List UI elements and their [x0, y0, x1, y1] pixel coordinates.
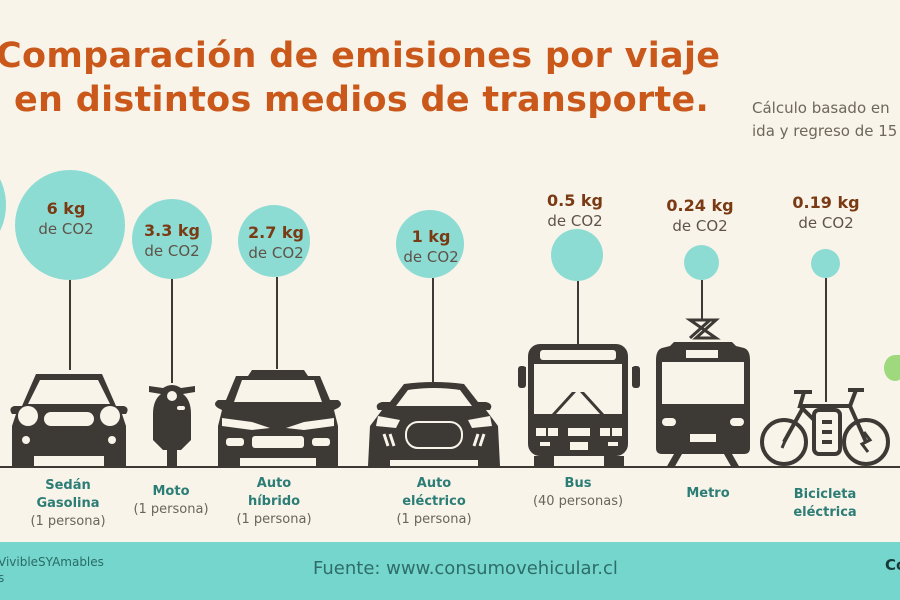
bubble-metro: [684, 245, 719, 280]
stem-hibrido: [276, 277, 278, 369]
label-sub: (40 personas): [532, 494, 624, 509]
stem-electrico: [432, 278, 434, 382]
value-kg: 3.3 kg: [143, 221, 200, 240]
label-name: Gasolina: [36, 496, 100, 511]
stem-bus: [577, 281, 579, 345]
label-bus: Bus (40 personas): [508, 475, 648, 511]
stem-moto: [171, 279, 173, 383]
label-sub: (1 persona): [396, 512, 472, 527]
bus-icon: [518, 344, 640, 468]
value-kg: 0.19 kg: [792, 193, 860, 212]
label-sub: (1 persona): [133, 502, 209, 517]
value-unit: de CO2: [798, 214, 854, 232]
sedan-car-icon: [10, 374, 128, 466]
title-line-1: Comparación de emisiones por viaje: [0, 36, 721, 76]
stem-metro: [701, 280, 703, 320]
label-name: eléctrica: [793, 505, 857, 520]
leaf-decoration: [884, 355, 900, 381]
value-moto: 3.3 kg de CO2: [112, 220, 232, 262]
value-kg: 6 kg: [46, 199, 86, 218]
value-electrico: 1 kg de CO2: [371, 226, 491, 268]
bubble-bus: [551, 229, 603, 281]
hashtag-line-1: VivibleSYAmables: [0, 555, 104, 569]
value-kg: 2.7 kg: [247, 223, 304, 242]
calculation-note: Cálculo basado en ida y regreso de 15: [752, 97, 900, 143]
electric-car-icon: [368, 382, 500, 466]
label-name: Metro: [686, 486, 730, 501]
label-electrico: Auto eléctrico (1 persona): [364, 475, 504, 529]
stem-bicicleta: [825, 278, 827, 402]
bubble-electrico: [396, 210, 464, 278]
value-kg: 0.5 kg: [546, 191, 603, 210]
label-name: híbrido: [247, 494, 301, 509]
bubble-moto: [132, 199, 212, 279]
value-metro: 0.24 kg de CO2: [640, 195, 760, 237]
partial-bubble: [0, 160, 6, 250]
footer-hashtag: VivibleSYAmables s: [0, 554, 104, 586]
title-line-2: en distintos medios de transporte.: [14, 80, 710, 120]
label-sedan: Sedán Gasolina (1 persona): [0, 477, 138, 531]
note-line-2: ida y regreso de 15: [752, 122, 898, 140]
footer-bar: VivibleSYAmables s Fuente: www.consumove…: [0, 542, 900, 600]
footer-logo-text: Co: [885, 556, 900, 574]
label-name: Bus: [564, 476, 592, 491]
value-unit: de CO2: [38, 220, 94, 238]
value-bus: 0.5 kg de CO2: [515, 190, 635, 232]
label-name: eléctrico: [402, 494, 466, 509]
value-sedan: 6 kg de CO2: [6, 198, 126, 240]
label-sub: (1 persona): [30, 514, 106, 529]
label-name: Moto: [152, 484, 190, 499]
value-kg: 1 kg: [411, 227, 451, 246]
label-name: Bicicleta: [793, 487, 857, 502]
electric-bicycle-icon: [760, 388, 890, 466]
value-unit: de CO2: [672, 217, 728, 235]
bubble-hibrido: [238, 205, 310, 277]
hybrid-car-icon: [215, 370, 341, 466]
label-bicicleta: Bicicleta eléctrica: [755, 486, 895, 522]
note-line-1: Cálculo basado en: [752, 99, 890, 117]
label-metro: Metro: [638, 485, 778, 503]
motorcycle-icon: [149, 385, 195, 466]
bubble-sedan: [15, 170, 125, 280]
stem-sedan: [69, 280, 71, 370]
value-unit: de CO2: [547, 212, 603, 230]
metro-train-icon: [656, 318, 750, 468]
label-sub: (1 persona): [236, 512, 312, 527]
hashtag-line-2: s: [0, 571, 5, 585]
value-hibrido: 2.7 kg de CO2: [216, 222, 336, 264]
label-name: Auto: [416, 476, 452, 491]
footer-source: Fuente: www.consumovehicular.cl: [313, 558, 618, 579]
value-unit: de CO2: [403, 248, 459, 266]
ground-line: [0, 466, 900, 468]
value-unit: de CO2: [144, 242, 200, 260]
value-kg: 0.24 kg: [666, 196, 734, 215]
value-unit: de CO2: [248, 244, 304, 262]
bubble-bicicleta: [811, 249, 840, 278]
label-name: Sedán: [45, 478, 91, 493]
value-bicicleta: 0.19 kg de CO2: [766, 192, 886, 234]
label-name: Auto: [256, 476, 292, 491]
label-moto: Moto (1 persona): [101, 483, 241, 519]
label-hibrido: Auto híbrido (1 persona): [204, 475, 344, 529]
